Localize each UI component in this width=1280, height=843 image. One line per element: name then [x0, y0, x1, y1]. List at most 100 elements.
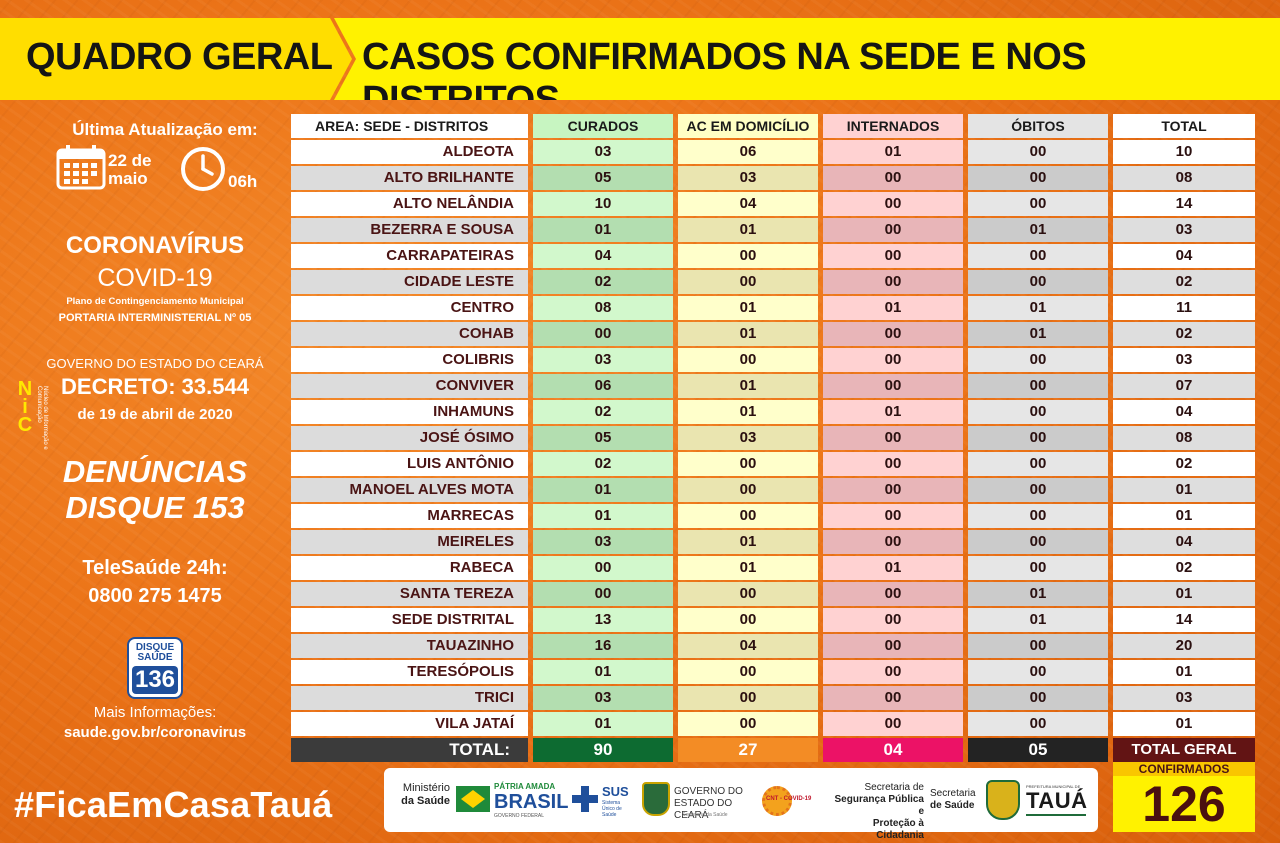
cell-obitos: 00	[968, 634, 1108, 658]
cell-total: 03	[1113, 218, 1255, 242]
cell-obitos: 00	[968, 270, 1108, 294]
covid-title: COVID-19	[97, 264, 213, 292]
cell-obitos: 01	[968, 582, 1108, 606]
taua-underline	[1026, 814, 1086, 816]
cell-obitos: 00	[968, 374, 1108, 398]
cell-total: 14	[1113, 192, 1255, 216]
cell-domicilio: 00	[678, 608, 818, 632]
cell-curados: 03	[533, 348, 673, 372]
cell-curados: 02	[533, 452, 673, 476]
denuncias-line1: DENÚNCIAS	[62, 454, 248, 489]
cell-internados: 00	[823, 270, 963, 294]
cell-obitos: 00	[968, 712, 1108, 736]
patria-amada-brasil-logo: PÁTRIA AMADA BRASIL GOVERNO FEDERAL	[456, 780, 578, 820]
cell-curados: 02	[533, 270, 673, 294]
cell-area: BEZERRA E SOUSA	[291, 218, 528, 242]
taua-text: TAUÁ	[1026, 788, 1088, 813]
cell-total: 04	[1113, 244, 1255, 268]
totals-internados: 04	[823, 738, 963, 762]
cell-total: 02	[1113, 270, 1255, 294]
cell-area: CENTRO	[291, 296, 528, 320]
governo-ceara-line2: ESTADO DO CEARÁ	[674, 798, 733, 821]
cell-area: SANTA TEREZA	[291, 582, 528, 606]
coronavirus-title: CORONAVÍRUS	[65, 232, 245, 259]
cell-total: 01	[1113, 504, 1255, 528]
info-site-link[interactable]: saude.gov.br/coronavirus	[63, 724, 247, 741]
taua-coat-of-arms-icon	[986, 780, 1020, 820]
governo-federal-text: GOVERNO FEDERAL	[494, 813, 545, 819]
cell-curados: 01	[533, 478, 673, 502]
cell-internados: 00	[823, 478, 963, 502]
cell-curados: 01	[533, 218, 673, 242]
cell-total: 03	[1113, 348, 1255, 372]
cell-area: SEDE DISTRITAL	[291, 608, 528, 632]
cell-domicilio: 04	[678, 634, 818, 658]
cell-domicilio: 06	[678, 140, 818, 164]
cell-internados: 00	[823, 218, 963, 242]
mais-info: Mais Informações:	[93, 704, 217, 721]
clock-icon	[181, 147, 225, 191]
header-right-title: CASOS CONFIRMADOS NA SEDE E NOS DISTRITO…	[362, 36, 1087, 121]
ssp-line2: Segurança Pública e	[834, 794, 924, 817]
cell-curados: 05	[533, 166, 673, 190]
ssp-line3: Proteção à Cidadania	[872, 818, 924, 841]
portaria-text: PORTARIA INTERMINISTERIAL Nº 05	[58, 312, 252, 324]
cell-area: JOSÉ ÓSIMO	[291, 426, 528, 450]
header-domicilio: AC EM DOMICÍLIO	[678, 114, 818, 138]
cell-area: ALDEOTA	[291, 140, 528, 164]
cell-domicilio: 01	[678, 530, 818, 554]
totals-total-geral-label: TOTAL GERAL	[1113, 738, 1255, 762]
totals-curados: 90	[533, 738, 673, 762]
taua-logo: PREFEITURA MUNICIPAL DE TAUÁ	[986, 776, 1090, 824]
cell-curados: 01	[533, 660, 673, 684]
cell-curados: 04	[533, 244, 673, 268]
denuncias-block: DENÚNCIAS DISQUE 153	[30, 454, 280, 526]
cell-area: ALTO BRILHANTE	[291, 166, 528, 190]
cell-obitos: 00	[968, 400, 1108, 424]
cnt-text: CNT - COVID-19	[766, 796, 812, 802]
cell-total: 10	[1113, 140, 1255, 164]
header-left-banner: QUADRO GERAL	[0, 18, 352, 100]
cell-domicilio: 00	[678, 582, 818, 606]
sus-text: SUS	[602, 784, 629, 799]
cell-obitos: 00	[968, 348, 1108, 372]
ssp-logo: Secretaria de Segurança Pública e Proteç…	[828, 782, 924, 842]
sus-logo: SUS Sistema Único de Saúde	[572, 782, 632, 818]
cell-total: 14	[1113, 608, 1255, 632]
cell-curados: 01	[533, 712, 673, 736]
patria-amada-text: PÁTRIA AMADA	[494, 782, 556, 791]
cell-curados: 16	[533, 634, 673, 658]
cell-obitos: 00	[968, 452, 1108, 476]
cell-curados: 03	[533, 530, 673, 554]
cell-curados: 03	[533, 686, 673, 710]
cell-domicilio: 01	[678, 400, 818, 424]
cell-domicilio: 00	[678, 478, 818, 502]
header-internados: INTERNADOS	[823, 114, 963, 138]
plano-text: Plano de Contingenciamento Municipal	[66, 296, 244, 307]
cell-internados: 00	[823, 582, 963, 606]
cell-internados: 00	[823, 192, 963, 216]
ceara-seal-icon	[642, 782, 670, 816]
cell-domicilio: 03	[678, 166, 818, 190]
cell-area: TRICI	[291, 686, 528, 710]
decreto-text: DECRETO: 33.544	[61, 374, 249, 399]
cell-domicilio: 00	[678, 348, 818, 372]
cell-obitos: 00	[968, 192, 1108, 216]
cell-domicilio: 00	[678, 452, 818, 476]
update-date: 22 de maio	[108, 152, 164, 188]
cell-area: MEIRELES	[291, 530, 528, 554]
partner-logos: Ministério da Saúde PÁTRIA AMADA BRASIL …	[384, 768, 1098, 841]
cell-domicilio: 04	[678, 192, 818, 216]
total-geral-box: CONFIRMADOS 126	[1113, 762, 1255, 832]
update-date-line2: maio	[108, 169, 148, 188]
header-left-title: QUADRO GERAL	[26, 36, 333, 78]
cell-domicilio: 01	[678, 556, 818, 580]
cell-total: 01	[1113, 660, 1255, 684]
ministerio-line1: Ministério	[402, 782, 450, 794]
cell-internados: 00	[823, 322, 963, 346]
cell-domicilio: 00	[678, 270, 818, 294]
cell-obitos: 01	[968, 296, 1108, 320]
cell-obitos: 00	[968, 244, 1108, 268]
cell-curados: 13	[533, 608, 673, 632]
